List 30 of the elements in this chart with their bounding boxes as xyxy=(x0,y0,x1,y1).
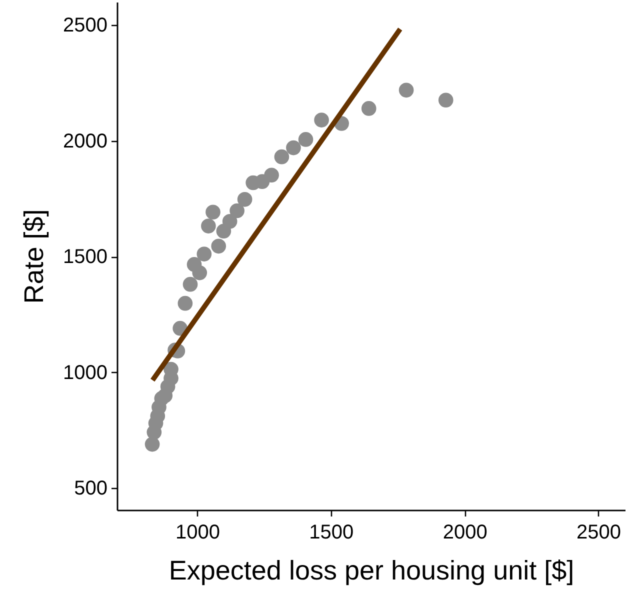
x-axis-title: Expected loss per housing unit [$] xyxy=(168,556,574,586)
point xyxy=(314,112,329,128)
point xyxy=(178,296,193,311)
point xyxy=(196,246,212,262)
point xyxy=(144,436,160,452)
y-tick-label: 2000 xyxy=(63,130,108,152)
point xyxy=(211,238,226,254)
point xyxy=(274,149,290,164)
point xyxy=(361,101,376,116)
point xyxy=(237,192,252,207)
y-tick-label: 500 xyxy=(74,478,108,500)
x-tick-label: 1500 xyxy=(309,522,354,544)
x-tick-label: 2000 xyxy=(442,522,488,544)
point xyxy=(192,265,208,280)
x-tick-label: 1000 xyxy=(175,522,220,544)
point xyxy=(230,203,244,218)
point xyxy=(398,82,414,98)
point xyxy=(182,276,198,292)
point xyxy=(206,204,220,220)
point xyxy=(286,140,301,156)
point xyxy=(438,92,454,108)
y-tick-label: 1000 xyxy=(63,362,108,384)
point xyxy=(298,132,314,147)
y-axis-title: Rate [$] xyxy=(19,209,50,304)
point xyxy=(264,168,279,183)
y-tick-label: 2500 xyxy=(63,14,108,37)
y-tick-label: 1500 xyxy=(63,246,108,268)
x-tick-label: 2500 xyxy=(576,522,622,544)
point xyxy=(222,214,238,229)
point xyxy=(201,218,216,234)
